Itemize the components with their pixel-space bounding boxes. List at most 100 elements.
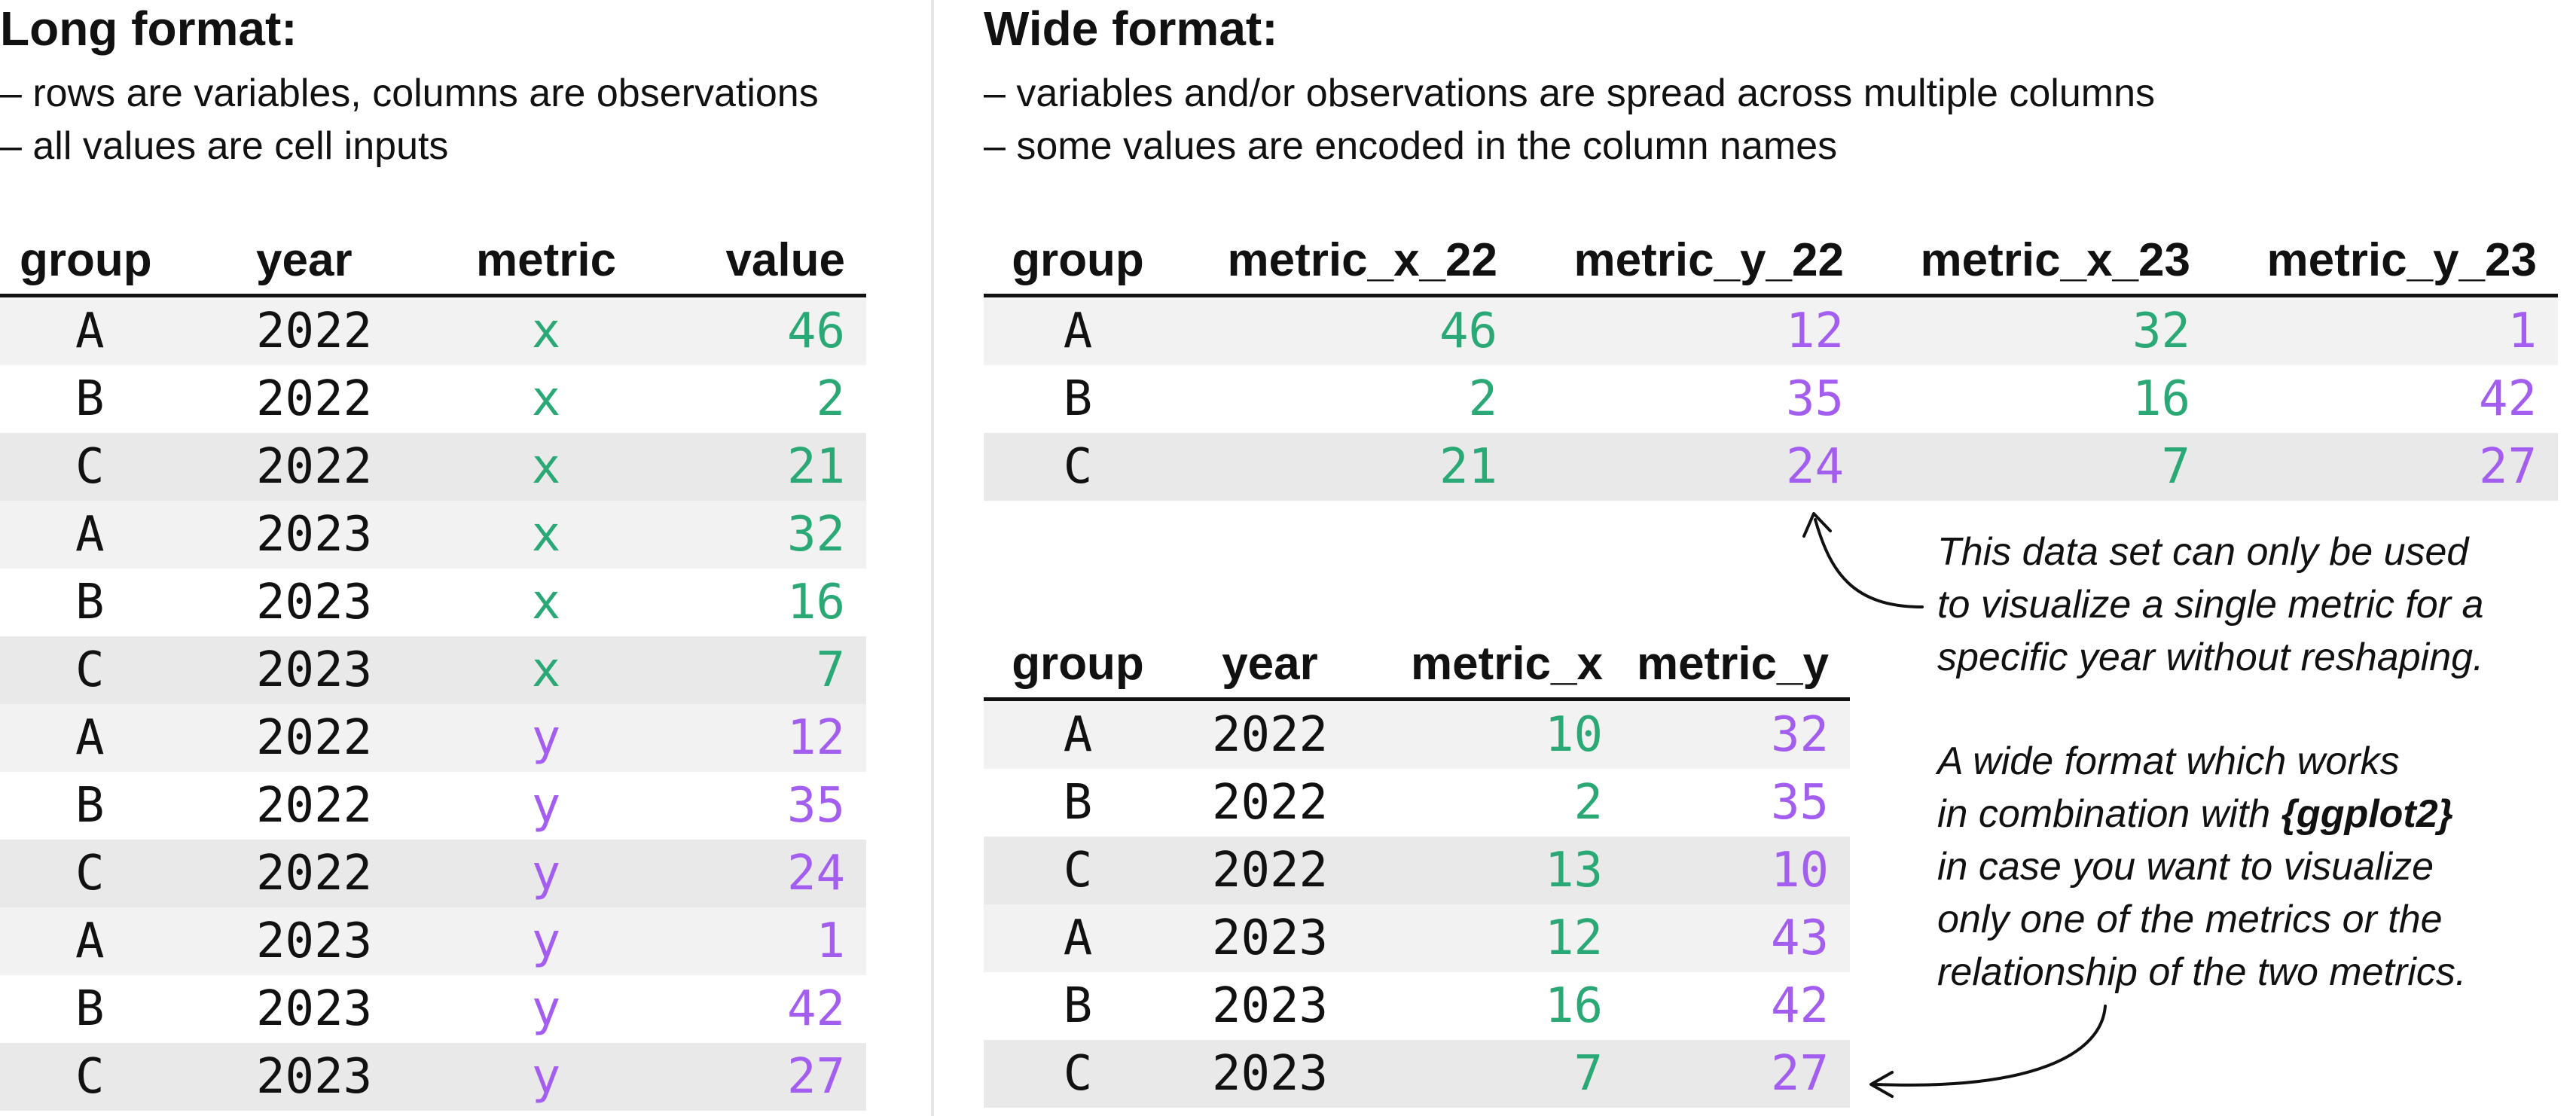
note-line: specific year without reshaping. — [1937, 636, 2484, 679]
table-cell: 27 — [1770, 1046, 1829, 1102]
table-cell: 46 — [1439, 303, 1497, 359]
table-row: B 2 35 16 42 — [984, 365, 2558, 433]
table-row: A 2023 y 1 — [0, 907, 866, 975]
column-header: value — [640, 226, 866, 297]
table-cell: x — [531, 303, 561, 359]
table-cell: 2023 — [1211, 910, 1329, 966]
wide-ggplot-table: group year metric_x metric_y A 2022 10 32 B 2… — [984, 630, 1850, 1108]
column-header: metric — [452, 226, 640, 297]
table-cell: 2023 — [256, 507, 373, 563]
table-cell: B — [75, 371, 105, 427]
note-line: in case you want to visualize — [1937, 845, 2434, 889]
table-cell: x — [531, 371, 561, 427]
table-cell: 2 — [1468, 371, 1497, 427]
table-cell: x — [531, 507, 561, 563]
column-header: metric_y_23 — [2211, 226, 2558, 297]
table-cell: C — [1063, 439, 1093, 495]
table-row: A 2022 10 32 — [984, 699, 1850, 769]
table-cell: B — [1063, 978, 1093, 1034]
note-line: only one of the metrics or the — [1937, 898, 2443, 941]
table-cell: y — [531, 710, 561, 766]
table-cell: A — [75, 507, 105, 563]
table-cell: A — [75, 913, 105, 969]
table-cell: x — [531, 642, 561, 698]
table-row: B 2022 x 2 — [0, 365, 866, 433]
table-cell: y — [531, 846, 561, 901]
table-cell: 7 — [1573, 1046, 1603, 1102]
table-row: B 2023 y 42 — [0, 975, 866, 1043]
table-row: C 2022 13 10 — [984, 837, 1850, 904]
table-cell: 7 — [816, 642, 845, 698]
table-cell: 42 — [786, 981, 845, 1037]
table-row: B 2022 2 35 — [984, 769, 1850, 837]
table-cell: 32 — [1770, 707, 1829, 763]
table-cell: C — [75, 1049, 105, 1105]
table-cell: B — [1063, 775, 1093, 831]
table-cell: 46 — [786, 303, 845, 359]
arrow-head-icon — [1869, 1071, 1894, 1098]
table-cell: y — [531, 913, 561, 969]
table-cell: A — [1063, 303, 1093, 359]
table-cell: 13 — [1544, 843, 1603, 898]
note-line: relationship of the two metrics. — [1937, 950, 2467, 994]
reshaping-note: This data set can only be used to visual… — [1937, 526, 2484, 684]
table-cell: 2 — [816, 371, 845, 427]
table-cell: C — [75, 439, 105, 495]
note-line: This data set can only be used — [1937, 530, 2469, 574]
table-cell: 12 — [1544, 910, 1603, 966]
arrow-to-wide-table-icon — [1814, 518, 1924, 608]
long-bullet-2: – all values are cell inputs — [0, 124, 449, 168]
table-header-row: group metric_x_22 metric_y_22 metric_x_2… — [984, 226, 2558, 297]
table-cell: 32 — [786, 507, 845, 563]
table-cell: 35 — [1770, 775, 1829, 831]
table-cell: 2022 — [256, 710, 373, 766]
table-cell: 2023 — [1211, 978, 1329, 1034]
table-cell: A — [75, 710, 105, 766]
table-cell: 21 — [1439, 439, 1497, 495]
table-cell: 2022 — [256, 846, 373, 901]
table-cell: 1 — [2507, 303, 2537, 359]
column-header: metric_x_22 — [1172, 226, 1518, 297]
table-cell: 2023 — [1211, 1046, 1329, 1102]
table-cell: 24 — [786, 846, 845, 901]
column-header: group — [984, 226, 1172, 297]
table-row: A 2022 x 46 — [0, 295, 866, 365]
table-cell: B — [1063, 371, 1093, 427]
table-cell: 42 — [2478, 371, 2537, 427]
column-header: metric_y_22 — [1518, 226, 1865, 297]
arrow-head-icon — [1802, 512, 1832, 538]
wide-bullet-1: – variables and/or observations are spre… — [984, 72, 2155, 115]
table-cell: 1 — [816, 913, 845, 969]
long-format-heading: Long format: — [0, 2, 298, 56]
table-cell: A — [1063, 910, 1093, 966]
column-header: group — [984, 630, 1172, 701]
table-cell: 7 — [2161, 439, 2190, 495]
table-cell: 16 — [786, 575, 845, 630]
table-cell: A — [75, 303, 105, 359]
long-format-table: group year metric value A 2022 x 46 B 2022 x 2 C… — [0, 226, 866, 1111]
table-row: B 2023 x 16 — [0, 569, 866, 636]
table-cell: 2022 — [256, 371, 373, 427]
table-cell: C — [1063, 843, 1093, 898]
table-row: C 2023 x 7 — [0, 636, 866, 704]
table-cell: A — [1063, 707, 1093, 763]
table-cell: 2022 — [1211, 775, 1329, 831]
table-cell: 42 — [1770, 978, 1829, 1034]
table-cell: 16 — [1544, 978, 1603, 1034]
table-header-row: group year metric value — [0, 226, 866, 297]
column-divider — [931, 0, 934, 1116]
wide-format-heading: Wide format: — [984, 2, 1278, 56]
table-cell: 2023 — [256, 642, 373, 698]
column-header: year — [211, 226, 452, 297]
table-cell: y — [531, 1049, 561, 1105]
wide-format-table: group metric_x_22 metric_y_22 metric_x_2… — [984, 226, 2558, 501]
wide-bullet-2: – some values are encoded in the column … — [984, 124, 1838, 168]
column-header: metric_y — [1624, 630, 1850, 701]
arrow-to-ggplot-table-icon — [1874, 1005, 2107, 1087]
table-cell: 32 — [2132, 303, 2190, 359]
table-cell: x — [531, 439, 561, 495]
column-header: metric_x_23 — [1865, 226, 2211, 297]
table-row: A 2023 x 32 — [0, 501, 866, 569]
table-cell: 2023 — [256, 575, 373, 630]
table-cell: 2022 — [256, 778, 373, 834]
